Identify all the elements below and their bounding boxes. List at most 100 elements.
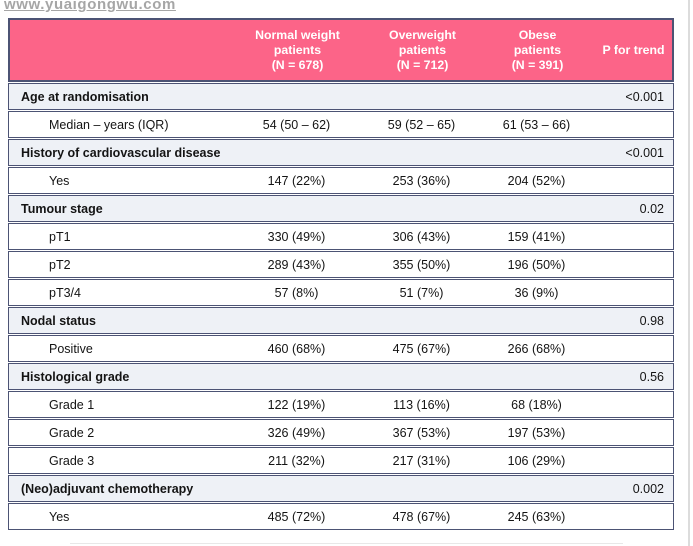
value-cell: 289 (43%): [267, 257, 326, 272]
value-cell: 61 (53 – 66): [502, 117, 571, 132]
watermark-text: www.yuaigongwu.com: [4, 0, 176, 13]
p-value-cell: 0.98: [639, 313, 664, 328]
value-cell: 51 (7%): [399, 285, 444, 300]
p-value-cell: 0.002: [632, 481, 664, 496]
column-header-normal-weight: Normal weight patients (N = 678): [230, 20, 365, 80]
value-cell: [479, 140, 594, 165]
data-row: pT1 330 (49%) 306 (43%) 159 (41%): [8, 223, 674, 250]
value-cell: 326 (49%): [267, 425, 326, 440]
data-row: pT3/4 57 (8%) 51 (7%) 36 (9%): [8, 279, 674, 306]
value-cell: [479, 308, 594, 333]
category-row: Nodal status 0.98: [8, 307, 674, 334]
value-cell: 460 (68%): [267, 341, 326, 356]
value-cell: 211 (32%): [268, 453, 325, 468]
value-cell: 59 (52 – 65): [387, 117, 456, 132]
value-cell: [479, 476, 594, 501]
header-line: patients: [273, 42, 322, 57]
row-label: Grade 3: [49, 453, 95, 468]
value-cell: [479, 196, 594, 221]
p-value-cell: [594, 420, 673, 445]
value-cell: 367 (53%): [392, 425, 451, 440]
header-line: Overweight: [389, 27, 456, 42]
value-cell: [229, 476, 364, 501]
column-header-obese: Obese patients (N = 391): [480, 20, 595, 80]
value-cell: 204 (52%): [507, 173, 566, 188]
header-line: patients: [513, 42, 562, 57]
value-cell: 330 (49%): [267, 229, 326, 244]
data-row: Positive 460 (68%) 475 (67%) 266 (68%): [8, 335, 674, 362]
p-value-cell: 0.56: [639, 369, 664, 384]
category-row: (Neo)adjuvant chemotherapy 0.002: [8, 475, 674, 502]
p-value-cell: [594, 448, 673, 473]
page-right-edge-line: [688, 0, 690, 546]
value-cell: 485 (72%): [267, 509, 326, 524]
p-value-cell: [594, 224, 673, 249]
category-row: Age at randomisation <0.001: [8, 83, 674, 110]
header-line: patients: [398, 42, 447, 57]
data-row: Yes 485 (72%) 478 (67%) 245 (63%): [8, 503, 674, 530]
data-row: Grade 1 122 (19%) 113 (16%) 68 (18%): [8, 391, 674, 418]
value-cell: [364, 140, 479, 165]
value-cell: [479, 364, 594, 389]
row-label: pT3/4: [49, 285, 81, 300]
value-cell: 197 (53%): [507, 425, 566, 440]
header-line: (N = 712): [396, 57, 449, 72]
value-cell: 196 (50%): [507, 257, 566, 272]
value-cell: [229, 84, 364, 109]
row-label: Age at randomisation: [21, 89, 149, 104]
page-bottom-shadow: [70, 543, 623, 544]
p-value-cell: [594, 504, 673, 529]
p-value-cell: 0.02: [639, 201, 664, 216]
p-value-cell: [594, 252, 673, 277]
row-label: Positive: [49, 341, 93, 356]
value-cell: 106 (29%): [507, 453, 566, 468]
header-line: (N = 678): [271, 57, 324, 72]
value-cell: [479, 84, 594, 109]
p-value-cell: [594, 168, 673, 193]
row-label: pT1: [49, 229, 71, 244]
p-value-cell: [594, 112, 673, 137]
value-cell: 355 (50%): [392, 257, 451, 272]
header-spacer-cell: [10, 20, 230, 80]
p-value-cell: [594, 336, 673, 361]
category-row: Tumour stage 0.02: [8, 195, 674, 222]
row-label: Tumour stage: [21, 201, 103, 216]
category-row: History of cardiovascular disease <0.001: [8, 139, 674, 166]
header-line: (N = 391): [511, 57, 564, 72]
category-row: Histological grade 0.56: [8, 363, 674, 390]
value-cell: 36 (9%): [514, 285, 559, 300]
value-cell: 478 (67%): [392, 509, 451, 524]
p-value-cell: <0.001: [625, 145, 664, 160]
value-cell: 306 (43%): [392, 229, 451, 244]
p-value-cell: <0.001: [625, 89, 664, 104]
value-cell: [229, 140, 364, 165]
header-line: Normal weight: [255, 27, 340, 42]
table-body: Age at randomisation <0.001 Median – years…: [8, 83, 674, 530]
value-cell: 475 (67%): [392, 341, 451, 356]
row-label: pT2: [49, 257, 71, 272]
header-line: Obese: [518, 27, 557, 42]
value-cell: [229, 196, 364, 221]
value-cell: 245 (63%): [507, 509, 566, 524]
row-label: Yes: [49, 509, 70, 524]
row-label: History of cardiovascular disease: [21, 145, 221, 160]
row-label: Histological grade: [21, 369, 130, 384]
data-row: Yes 147 (22%) 253 (36%) 204 (52%): [8, 167, 674, 194]
value-cell: [364, 196, 479, 221]
data-row: Grade 2 326 (49%) 367 (53%) 197 (53%): [8, 419, 674, 446]
value-cell: 54 (50 – 62): [262, 117, 331, 132]
value-cell: [364, 364, 479, 389]
value-cell: 57 (8%): [274, 285, 319, 300]
row-label: Nodal status: [21, 313, 97, 328]
patient-characteristics-table: Normal weight patients (N = 678) Overwei…: [8, 18, 674, 530]
row-label: Grade 2: [49, 425, 95, 440]
value-cell: 266 (68%): [507, 341, 566, 356]
value-cell: 122 (19%): [267, 397, 326, 412]
row-label: (Neo)adjuvant chemotherapy: [21, 481, 194, 496]
row-label: Median – years (IQR): [49, 117, 169, 132]
value-cell: [364, 476, 479, 501]
data-row: Median – years (IQR) 54 (50 – 62) 59 (52 –…: [8, 111, 674, 138]
value-cell: [364, 308, 479, 333]
data-row: Grade 3 211 (32%) 217 (31%) 106 (29%): [8, 447, 674, 474]
value-cell: 68 (18%): [511, 397, 562, 412]
